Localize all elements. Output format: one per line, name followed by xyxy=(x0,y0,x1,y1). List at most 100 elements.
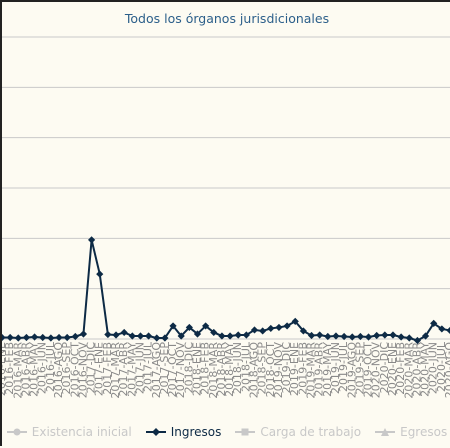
x-tick-label: 2017-FEB xyxy=(101,342,114,395)
x-tick-label: 2017-ABR xyxy=(117,342,130,397)
legend-item[interactable]: Egresos xyxy=(375,425,447,439)
data-point xyxy=(259,327,267,335)
x-tick-label: 2019-ABR xyxy=(313,342,326,397)
data-point xyxy=(226,332,234,340)
data-point xyxy=(96,270,104,278)
data-point xyxy=(55,333,63,342)
x-tick-label: 2017-DIC xyxy=(85,342,98,394)
x-tick-label: 2016-SEP xyxy=(60,342,73,395)
data-point xyxy=(307,331,316,340)
data-point xyxy=(63,333,71,342)
x-tick-label: 2020-JUL xyxy=(435,341,448,392)
x-tick-label: 2019-OCT xyxy=(362,342,375,398)
chart-title: Todos los órganos jurisdicionales xyxy=(124,11,330,26)
x-tick-label: 2019-JUN xyxy=(329,342,342,394)
data-point xyxy=(169,322,177,330)
data-point xyxy=(234,331,242,339)
x-tick-label: 2017-MAR xyxy=(109,342,122,399)
x-tick-label: 2016-ENE xyxy=(2,342,8,396)
legend-label: Ingresos xyxy=(170,425,222,439)
data-point xyxy=(210,328,218,337)
x-tick-label: 2018-ABR xyxy=(215,342,228,397)
data-point xyxy=(291,317,299,325)
data-point xyxy=(267,324,275,333)
data-point xyxy=(88,236,96,244)
data-point xyxy=(79,330,88,338)
x-tick-label: 2016-FEB xyxy=(3,342,16,395)
data-point xyxy=(340,332,348,341)
data-point xyxy=(316,331,324,339)
series-line-ingresos xyxy=(2,238,450,342)
x-tick-label: 2019-AGO xyxy=(345,342,358,399)
x-tick-label: 2019-NOV xyxy=(272,342,285,399)
legend-label: Egresos xyxy=(400,425,448,439)
x-tick-label: 2016-MAR xyxy=(11,342,24,399)
data-point xyxy=(128,332,136,340)
data-point xyxy=(71,332,79,341)
x-tick-label: 2016-JUL xyxy=(44,341,57,392)
x-tick-label: 2017-NOV xyxy=(174,342,187,399)
data-point xyxy=(39,333,47,342)
data-point xyxy=(373,331,381,340)
data-point xyxy=(14,334,22,342)
legend-item[interactable]: Carga de trabajo xyxy=(235,425,361,439)
x-tick-label: 2020-ABR xyxy=(410,342,423,397)
data-point xyxy=(193,330,202,338)
data-point xyxy=(299,327,307,335)
data-point xyxy=(332,332,340,340)
x-tick-label: 2020-MAR xyxy=(402,342,415,399)
x-tick-label: 2017-SEP xyxy=(158,342,171,395)
x-tick-label: 2020-NOV xyxy=(370,342,383,399)
legend: Existencia inicial Ingresos Carga de traba… xyxy=(2,422,450,442)
x-tick-label: 2018-FEB xyxy=(199,342,212,395)
x-tick-label: 2018-ENE xyxy=(190,342,203,396)
x-tick-label: 2018-JUN xyxy=(231,342,244,394)
data-point xyxy=(30,333,39,341)
legend-marker-icon xyxy=(375,426,396,438)
data-point xyxy=(324,332,332,341)
data-point xyxy=(104,330,112,339)
legend-item[interactable]: Existencia inicial xyxy=(6,425,132,439)
data-point xyxy=(145,332,153,340)
x-tick-label: 2019-JUL xyxy=(337,341,350,392)
data-point xyxy=(47,334,55,342)
data-point xyxy=(389,331,397,339)
data-point xyxy=(2,333,6,342)
data-point xyxy=(446,326,450,335)
x-tick-label: 2016-JUN xyxy=(36,342,49,394)
x-tick-label: 2017-JUN xyxy=(133,342,146,394)
legend-marker-icon xyxy=(235,426,256,438)
x-tick-label: 2016-OCT xyxy=(68,342,81,398)
data-point xyxy=(218,332,226,340)
x-tick-label: 2020-FEB xyxy=(394,342,407,395)
data-point xyxy=(283,322,291,330)
legend-label: Carga de trabajo xyxy=(260,425,362,439)
data-point xyxy=(381,331,389,339)
data-point xyxy=(185,323,193,332)
data-point xyxy=(250,326,259,334)
legend-marker-icon xyxy=(145,426,166,438)
x-tick-label: 2016-AGO xyxy=(52,342,65,399)
x-tick-label: 2018-AGO xyxy=(248,342,261,399)
data-point xyxy=(430,319,438,327)
data-point xyxy=(356,332,364,341)
x-tick-label: 2018-MAR xyxy=(207,342,220,399)
legend-label: Existencia inicial xyxy=(31,425,132,439)
x-tick-label: 2016-MAY xyxy=(28,342,41,397)
x-tick-label: 2020-ENE xyxy=(386,342,399,396)
data-point xyxy=(421,332,430,340)
data-point xyxy=(136,332,145,340)
x-tick-label: 2020-AGO xyxy=(443,342,450,399)
data-point xyxy=(112,331,120,339)
data-point xyxy=(202,322,210,330)
x-tick-label: 2018-JUL xyxy=(239,341,252,392)
data-point xyxy=(364,333,373,341)
x-tick-label: 2017-JUL xyxy=(142,341,155,392)
x-tick-label: 2016-NOV xyxy=(76,342,89,399)
legend-item[interactable]: Ingresos xyxy=(145,425,222,439)
x-tick-label: 2018-SEP xyxy=(256,342,269,395)
x-tick-label: 2019-MAY xyxy=(321,342,334,397)
data-point xyxy=(6,333,14,342)
